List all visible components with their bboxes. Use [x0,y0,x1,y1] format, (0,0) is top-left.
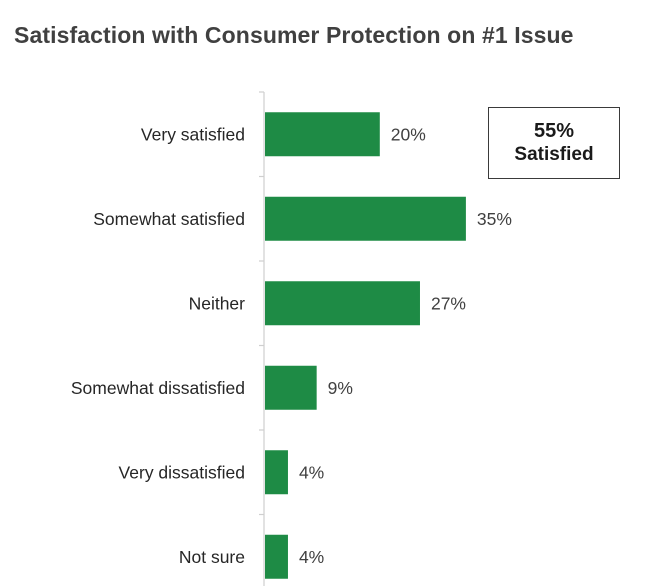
bar-neither [265,281,420,326]
data-label: 4% [299,462,324,482]
callout-value: 55% [533,120,575,142]
chart-title: Satisfaction with Consumer Protection on… [14,22,574,48]
data-label: 20% [391,124,426,144]
data-label: 35% [477,209,512,229]
data-label: 4% [299,547,324,567]
bar-series [265,112,466,579]
callout-label: Satisfied [514,144,594,165]
bar-not-sure [265,534,288,579]
category-label: Very dissatisfied [119,462,245,482]
category-label: Very satisfied [141,124,245,144]
category-labels: Very satisfied Somewhat satisfied Neither S… [71,124,245,567]
satisfied-callout-box: 55% Satisfied [488,107,620,179]
data-label: 27% [431,293,466,313]
data-label: 9% [328,378,353,398]
bar-very-satisfied [265,112,380,157]
category-axis-ticks [259,91,264,516]
category-label: Neither [189,293,246,313]
category-label: Somewhat satisfied [93,209,245,229]
data-labels: 20% 35% 27% 9% 4% 4% [299,124,512,567]
bar-somewhat-dissatisfied [265,365,317,410]
category-label: Somewhat dissatisfied [71,378,245,398]
bar-very-dissatisfied [265,450,288,495]
category-label: Not sure [179,547,245,567]
bar-somewhat-satisfied [265,196,466,241]
